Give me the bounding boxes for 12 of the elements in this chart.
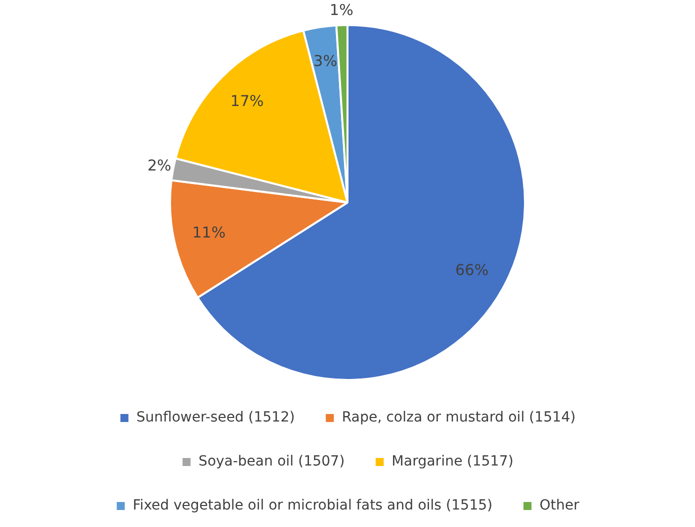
data-label: 3% [313,52,338,70]
legend-label: Soya-bean oil (1507) [198,454,345,470]
data-label: 11% [192,223,226,242]
data-label: 17% [230,92,264,110]
legend-label: Rape, colza or mustard oil (1514) [342,410,576,426]
data-label: 1% [330,0,354,19]
data-label: 2% [147,156,172,175]
legend-label: Other [539,498,580,514]
data-label: 66% [455,260,489,279]
legend-label: Sunflower-seed (1512) [136,410,295,426]
legend-label: Fixed vegetable oil or microbial fats and oils (1515) [132,498,492,514]
legend-label: Margarine (1517) [392,454,514,470]
